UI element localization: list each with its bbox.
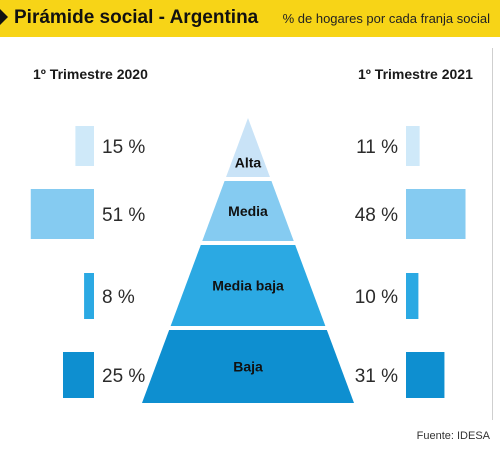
pyramid-label-media-baja: Media baja	[212, 278, 284, 294]
bar-2020-alta	[75, 126, 94, 166]
source-note: Fuente: IDESA	[416, 430, 490, 442]
value-label-2021-media: 48 %	[355, 205, 398, 226]
header-bar: Pirámide social - Argentina % de hogares…	[0, 0, 500, 37]
right-column-title: 1º Trimestre 2021	[358, 66, 473, 82]
value-label-2021-alta: 11 %	[356, 137, 398, 158]
pyramid-band-media	[202, 181, 294, 241]
value-label-2021-media-baja: 10 %	[355, 287, 398, 308]
bars	[30, 126, 466, 398]
value-label-2021-baja: 31 %	[355, 366, 398, 387]
left-column-title: 1º Trimestre 2020	[33, 66, 148, 82]
pyramid-label-alta: Alta	[235, 155, 262, 171]
chart-subtitle: % de hogares por cada franja social	[282, 11, 490, 26]
bar-2020-media-baja	[84, 273, 94, 319]
value-label-2020-media: 51 %	[102, 205, 145, 226]
frame-divider	[492, 48, 493, 420]
pyramid-label-baja: Baja	[233, 359, 263, 375]
pyramid-band-baja	[142, 330, 354, 403]
value-labels: 15 % 11 % 51 % 48 % 8 % 10 % 25 % 31 %	[102, 137, 398, 387]
chart-title: Pirámide social - Argentina	[14, 7, 259, 28]
bar-2020-baja	[63, 352, 94, 398]
value-label-2020-baja: 25 %	[102, 366, 145, 387]
bar-2021-alta	[406, 126, 420, 166]
pyramid-label-media: Media	[228, 203, 268, 219]
value-label-2020-media-baja: 8 %	[102, 287, 135, 308]
value-label-2020-alta: 15 %	[102, 137, 145, 158]
bar-2020-media	[30, 189, 94, 239]
bar-2021-media	[406, 189, 466, 239]
bar-2021-media-baja	[406, 273, 419, 319]
bar-2021-baja	[406, 352, 445, 398]
pyramid: Alta Media Media baja Baja	[142, 118, 354, 403]
pyramid-band-alta	[226, 118, 270, 177]
pyramid-band-media-baja	[170, 245, 326, 326]
header-marker-icon	[0, 9, 8, 25]
